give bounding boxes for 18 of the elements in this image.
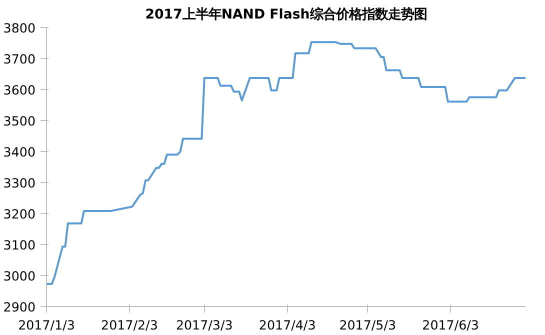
y-tick-label: 3300 <box>3 176 36 190</box>
y-tick-label: 3500 <box>3 114 36 128</box>
y-tick-label: 3800 <box>3 20 36 36</box>
y-tick-label: 3000 <box>3 268 36 284</box>
x-tick-label: 2017/6/3 <box>422 318 479 332</box>
chart-title: 2017上半年NAND Flash综合价格指数走势图 <box>145 6 427 22</box>
y-tick-label: 3100 <box>3 238 36 252</box>
x-tick-label: 2017/4/3 <box>258 318 316 332</box>
y-tick-label: 3700 <box>3 52 36 66</box>
x-tick-label: 2017/3/3 <box>176 318 233 332</box>
x-tick-label: 2017/1/3 <box>18 318 75 332</box>
y-tick-label: 3400 <box>3 144 36 160</box>
line-series <box>46 41 526 285</box>
y-tick-label: 2900 <box>3 300 36 314</box>
x-tick-label: 2017/2/3 <box>101 318 158 332</box>
x-tick-label: 2017/5/3 <box>339 318 396 332</box>
y-tick-label: 3600 <box>3 82 36 98</box>
y-tick-label: 3200 <box>3 206 36 222</box>
